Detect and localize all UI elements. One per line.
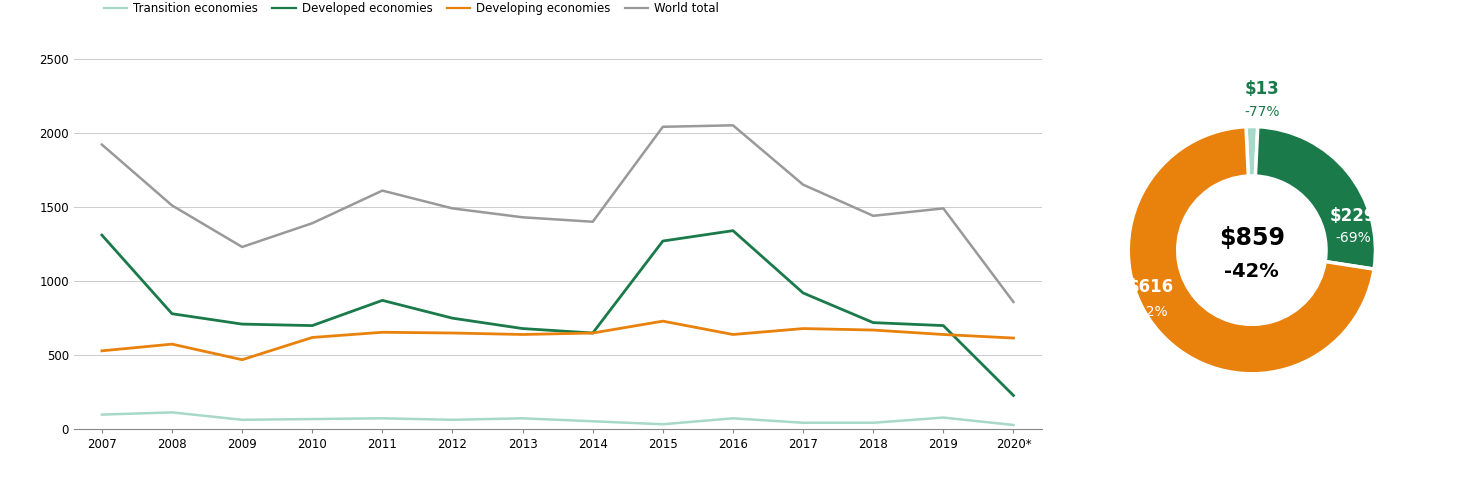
Wedge shape: [1247, 126, 1258, 176]
Text: $13: $13: [1245, 81, 1279, 99]
Wedge shape: [1128, 127, 1374, 374]
Legend: Transition economies, Developed economies, Developing economies, World total: Transition economies, Developed economie…: [99, 0, 724, 20]
Text: -69%: -69%: [1335, 231, 1371, 245]
Text: -12%: -12%: [1133, 305, 1168, 319]
Text: $859: $859: [1219, 226, 1285, 250]
Text: -77%: -77%: [1244, 105, 1279, 119]
Wedge shape: [1255, 127, 1375, 269]
Text: -42%: -42%: [1224, 262, 1279, 281]
Text: $229: $229: [1329, 206, 1377, 224]
Text: $616: $616: [1127, 278, 1174, 296]
